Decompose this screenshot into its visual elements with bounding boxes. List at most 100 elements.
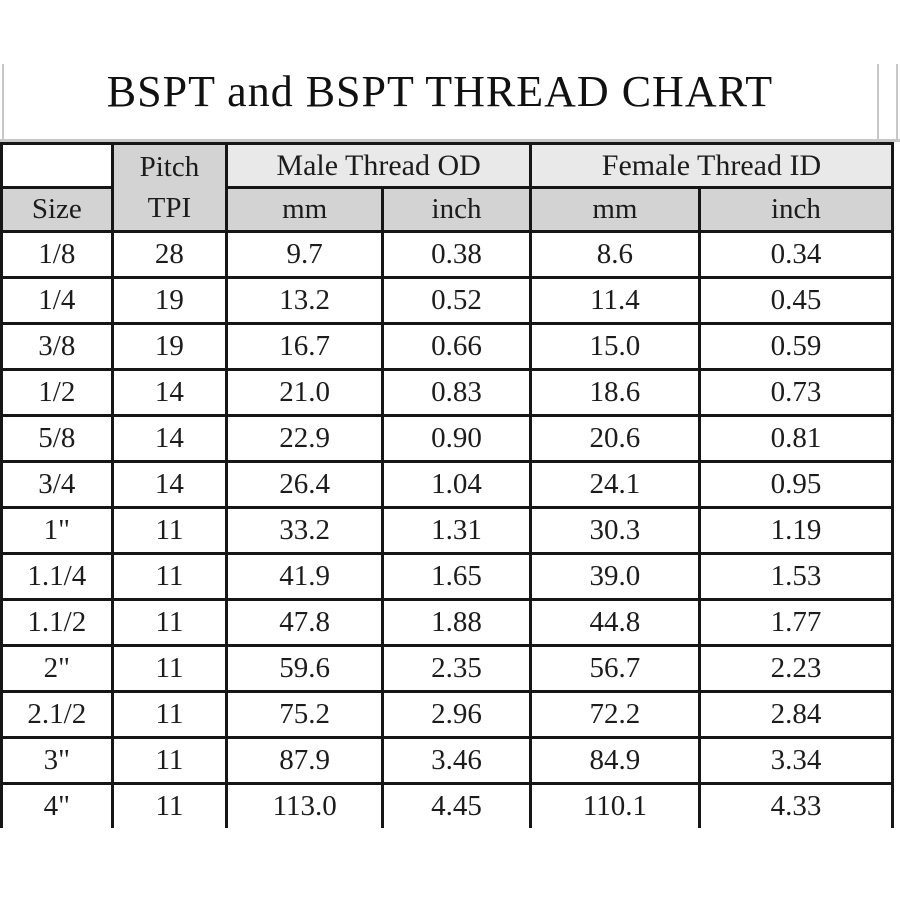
male-inch-cell: 3.46 bbox=[381, 736, 532, 785]
table-row: 3/8 19 16.7 0.66 15.0 0.59 bbox=[0, 322, 895, 371]
table-row: 5/8 14 22.9 0.90 20.6 0.81 bbox=[0, 414, 895, 463]
male-mm-cell: 47.8 bbox=[225, 598, 385, 647]
size-cell: 3/8 bbox=[0, 322, 114, 371]
tpi-cell: 11 bbox=[110, 598, 229, 647]
male-inch-cell: 0.83 bbox=[381, 368, 532, 417]
size-cell: 2.1/2 bbox=[0, 690, 114, 739]
table-row: 2" 11 59.6 2.35 56.7 2.23 bbox=[0, 644, 895, 693]
male-inch-cell: 0.52 bbox=[381, 276, 532, 325]
male-inch-cell: 0.90 bbox=[381, 414, 532, 463]
tpi-cell: 11 bbox=[110, 782, 229, 828]
male-inch-header: inch bbox=[381, 186, 532, 233]
tpi-cell: 11 bbox=[110, 644, 229, 693]
table-row: 1/2 14 21.0 0.83 18.6 0.73 bbox=[0, 368, 895, 417]
male-inch-cell: 2.96 bbox=[381, 690, 532, 739]
female-thread-id-header: Female Thread ID bbox=[528, 142, 895, 189]
blank-corner-cell bbox=[0, 142, 114, 189]
male-mm-cell: 75.2 bbox=[225, 690, 385, 739]
female-mm-cell: 56.7 bbox=[528, 644, 701, 693]
female-inch-cell: 0.59 bbox=[697, 322, 895, 371]
tpi-cell: 28 bbox=[110, 230, 229, 279]
female-mm-cell: 11.4 bbox=[528, 276, 701, 325]
female-mm-cell: 20.6 bbox=[528, 414, 701, 463]
pitch-label: Pitch bbox=[139, 150, 200, 183]
header-row-groups: Pitch TPI Male Thread OD Female Thread I… bbox=[0, 142, 895, 233]
size-cell: 1/8 bbox=[0, 230, 114, 279]
male-inch-cell: 1.88 bbox=[381, 598, 532, 647]
male-thread-od-header: Male Thread OD bbox=[225, 142, 532, 189]
female-inch-cell: 0.73 bbox=[697, 368, 895, 417]
male-mm-cell: 9.7 bbox=[225, 230, 385, 279]
title-left-rule bbox=[2, 64, 4, 142]
female-mm-cell: 39.0 bbox=[528, 552, 701, 601]
male-mm-cell: 21.0 bbox=[225, 368, 385, 417]
female-inch-cell: 3.34 bbox=[697, 736, 895, 785]
female-inch-cell: 0.45 bbox=[697, 276, 895, 325]
male-mm-cell: 22.9 bbox=[225, 414, 385, 463]
male-mm-header: mm bbox=[225, 186, 385, 233]
title-right-rule bbox=[877, 64, 879, 142]
female-mm-cell: 110.1 bbox=[528, 782, 701, 828]
size-cell: 1.1/2 bbox=[0, 598, 114, 647]
size-cell: 2" bbox=[0, 644, 114, 693]
female-inch-cell: 2.23 bbox=[697, 644, 895, 693]
table-row: 1/8 28 9.7 0.38 8.6 0.34 bbox=[0, 230, 895, 279]
male-mm-cell: 26.4 bbox=[225, 460, 385, 509]
female-mm-cell: 84.9 bbox=[528, 736, 701, 785]
header-row-units: Size mm inch mm inch bbox=[0, 186, 895, 233]
male-inch-cell: 4.45 bbox=[381, 782, 532, 828]
table-row: 3" 11 87.9 3.46 84.9 3.34 bbox=[0, 736, 895, 785]
thread-chart-table: Pitch TPI Male Thread OD Female Thread I… bbox=[0, 142, 895, 828]
male-inch-cell: 1.04 bbox=[381, 460, 532, 509]
male-mm-cell: 113.0 bbox=[225, 782, 385, 828]
table-row: 1.1/4 11 41.9 1.65 39.0 1.53 bbox=[0, 552, 895, 601]
male-inch-cell: 0.38 bbox=[381, 230, 532, 279]
male-inch-cell: 1.65 bbox=[381, 552, 532, 601]
table-row: 1.1/2 11 47.8 1.88 44.8 1.77 bbox=[0, 598, 895, 647]
female-inch-cell: 2.84 bbox=[697, 690, 895, 739]
male-mm-cell: 16.7 bbox=[225, 322, 385, 371]
size-cell: 5/8 bbox=[0, 414, 114, 463]
female-mm-cell: 18.6 bbox=[528, 368, 701, 417]
male-mm-cell: 59.6 bbox=[225, 644, 385, 693]
page-edge-rule bbox=[896, 64, 898, 142]
tpi-cell: 11 bbox=[110, 506, 229, 555]
table-row: 2.1/2 11 75.2 2.96 72.2 2.84 bbox=[0, 690, 895, 739]
tpi-cell: 14 bbox=[110, 414, 229, 463]
size-cell: 3/4 bbox=[0, 460, 114, 509]
tpi-cell: 11 bbox=[110, 690, 229, 739]
chart-title: BSPT and BSPT THREAD CHART bbox=[106, 67, 774, 116]
male-mm-cell: 41.9 bbox=[225, 552, 385, 601]
size-cell: 1/2 bbox=[0, 368, 114, 417]
male-inch-cell: 2.35 bbox=[381, 644, 532, 693]
tpi-cell: 19 bbox=[110, 322, 229, 371]
female-mm-cell: 30.3 bbox=[528, 506, 701, 555]
female-inch-cell: 0.81 bbox=[697, 414, 895, 463]
female-mm-cell: 72.2 bbox=[528, 690, 701, 739]
female-inch-cell: 4.33 bbox=[697, 782, 895, 828]
female-inch-cell: 1.19 bbox=[697, 506, 895, 555]
male-inch-cell: 1.31 bbox=[381, 506, 532, 555]
female-inch-header: inch bbox=[697, 186, 895, 233]
male-mm-cell: 87.9 bbox=[225, 736, 385, 785]
female-mm-cell: 44.8 bbox=[528, 598, 701, 647]
tpi-cell: 11 bbox=[110, 552, 229, 601]
table-row: 1" 11 33.2 1.31 30.3 1.19 bbox=[0, 506, 895, 555]
female-inch-cell: 0.34 bbox=[697, 230, 895, 279]
tpi-label: TPI bbox=[147, 191, 192, 224]
male-mm-cell: 33.2 bbox=[225, 506, 385, 555]
female-inch-cell: 1.77 bbox=[697, 598, 895, 647]
size-cell: 1.1/4 bbox=[0, 552, 114, 601]
size-cell: 4" bbox=[0, 782, 114, 828]
tpi-cell: 19 bbox=[110, 276, 229, 325]
female-mm-cell: 15.0 bbox=[528, 322, 701, 371]
female-inch-cell: 0.95 bbox=[697, 460, 895, 509]
table-row: 3/4 14 26.4 1.04 24.1 0.95 bbox=[0, 460, 895, 509]
tpi-cell: 11 bbox=[110, 736, 229, 785]
tpi-cell: 14 bbox=[110, 368, 229, 417]
size-cell: 1" bbox=[0, 506, 114, 555]
male-inch-cell: 0.66 bbox=[381, 322, 532, 371]
female-mm-cell: 24.1 bbox=[528, 460, 701, 509]
table-row: 1/4 19 13.2 0.52 11.4 0.45 bbox=[0, 276, 895, 325]
